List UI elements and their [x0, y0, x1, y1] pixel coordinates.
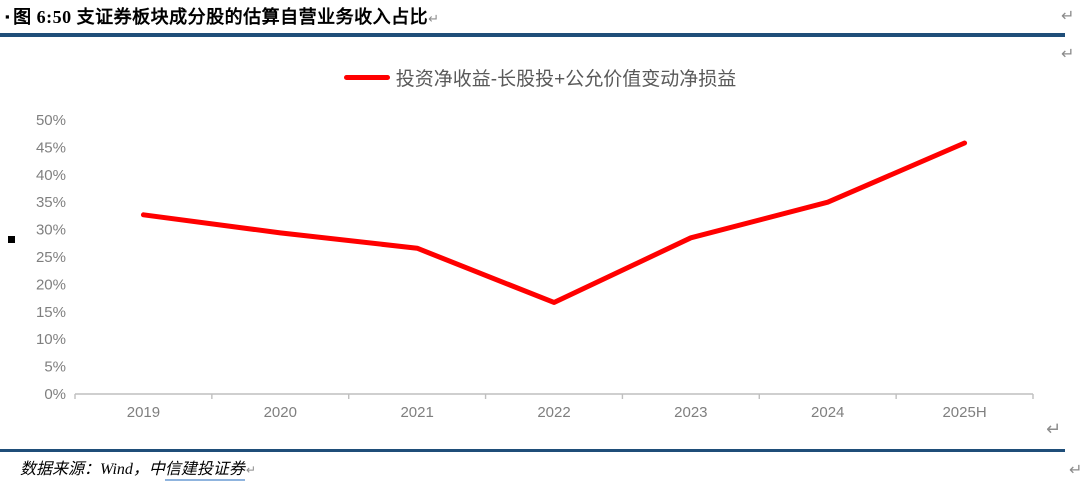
- legend-line-swatch: [343, 74, 390, 80]
- title-bullet-icon: ▪: [5, 9, 11, 24]
- return-mark-icon: ↵: [1046, 419, 1062, 440]
- chart-legend: 投资净收益-长股投+公允价值变动净损益: [0, 64, 1080, 90]
- y-axis-tick-label: 40%: [36, 167, 66, 184]
- return-mark-icon: ↵: [245, 463, 256, 477]
- y-axis-tick-label: 10%: [36, 331, 66, 348]
- y-axis-tick-label: 30%: [36, 222, 66, 239]
- x-axis-tick-label: 2021: [400, 404, 433, 421]
- y-axis-tick-label: 45%: [36, 139, 66, 156]
- y-axis-tick-label: 5%: [44, 359, 66, 376]
- return-mark-icon: ↵: [1069, 460, 1080, 479]
- anchor-marker: [8, 236, 15, 243]
- y-axis-tick-label: 35%: [36, 194, 66, 211]
- source-hyperlink[interactable]: 信建投证券: [164, 461, 245, 481]
- return-mark-icon: ↵: [1061, 44, 1075, 63]
- y-axis-tick-label: 25%: [36, 249, 66, 266]
- return-mark-icon: ↵: [1061, 6, 1075, 25]
- x-axis-tick-label: 2025H: [942, 404, 986, 421]
- y-axis-tick-label: 20%: [36, 276, 66, 293]
- x-axis-tick-label: 2020: [264, 404, 297, 421]
- source-text: 数据来源：Wind，中: [20, 461, 165, 478]
- bottom-divider: [0, 449, 1065, 452]
- figure-title-text: 图 6:50 支证券板块成分股的估算自营业务收入占比: [13, 7, 429, 27]
- x-axis-tick-label: 2022: [537, 404, 570, 421]
- y-axis-tick-label: 15%: [36, 304, 66, 321]
- y-axis-tick-label: 0%: [44, 386, 66, 403]
- return-mark-icon: ↵: [428, 12, 440, 27]
- source-note: 数据来源：Wind，中信建投证券↵: [20, 455, 256, 481]
- figure-title: ▪ 图 6:50 支证券板块成分股的估算自营业务收入占比 ↵: [5, 3, 440, 29]
- series-line: [140, 140, 968, 305]
- x-axis-tick-label: 2024: [811, 404, 844, 421]
- x-axis-tick-label: 2019: [127, 404, 160, 421]
- top-divider: [0, 33, 1065, 37]
- legend-series-label: 投资净收益-长股投+公允价值变动净损益: [395, 68, 737, 90]
- y-axis-tick-label: 50%: [36, 112, 66, 129]
- x-axis-tick-label: 2023: [674, 404, 707, 421]
